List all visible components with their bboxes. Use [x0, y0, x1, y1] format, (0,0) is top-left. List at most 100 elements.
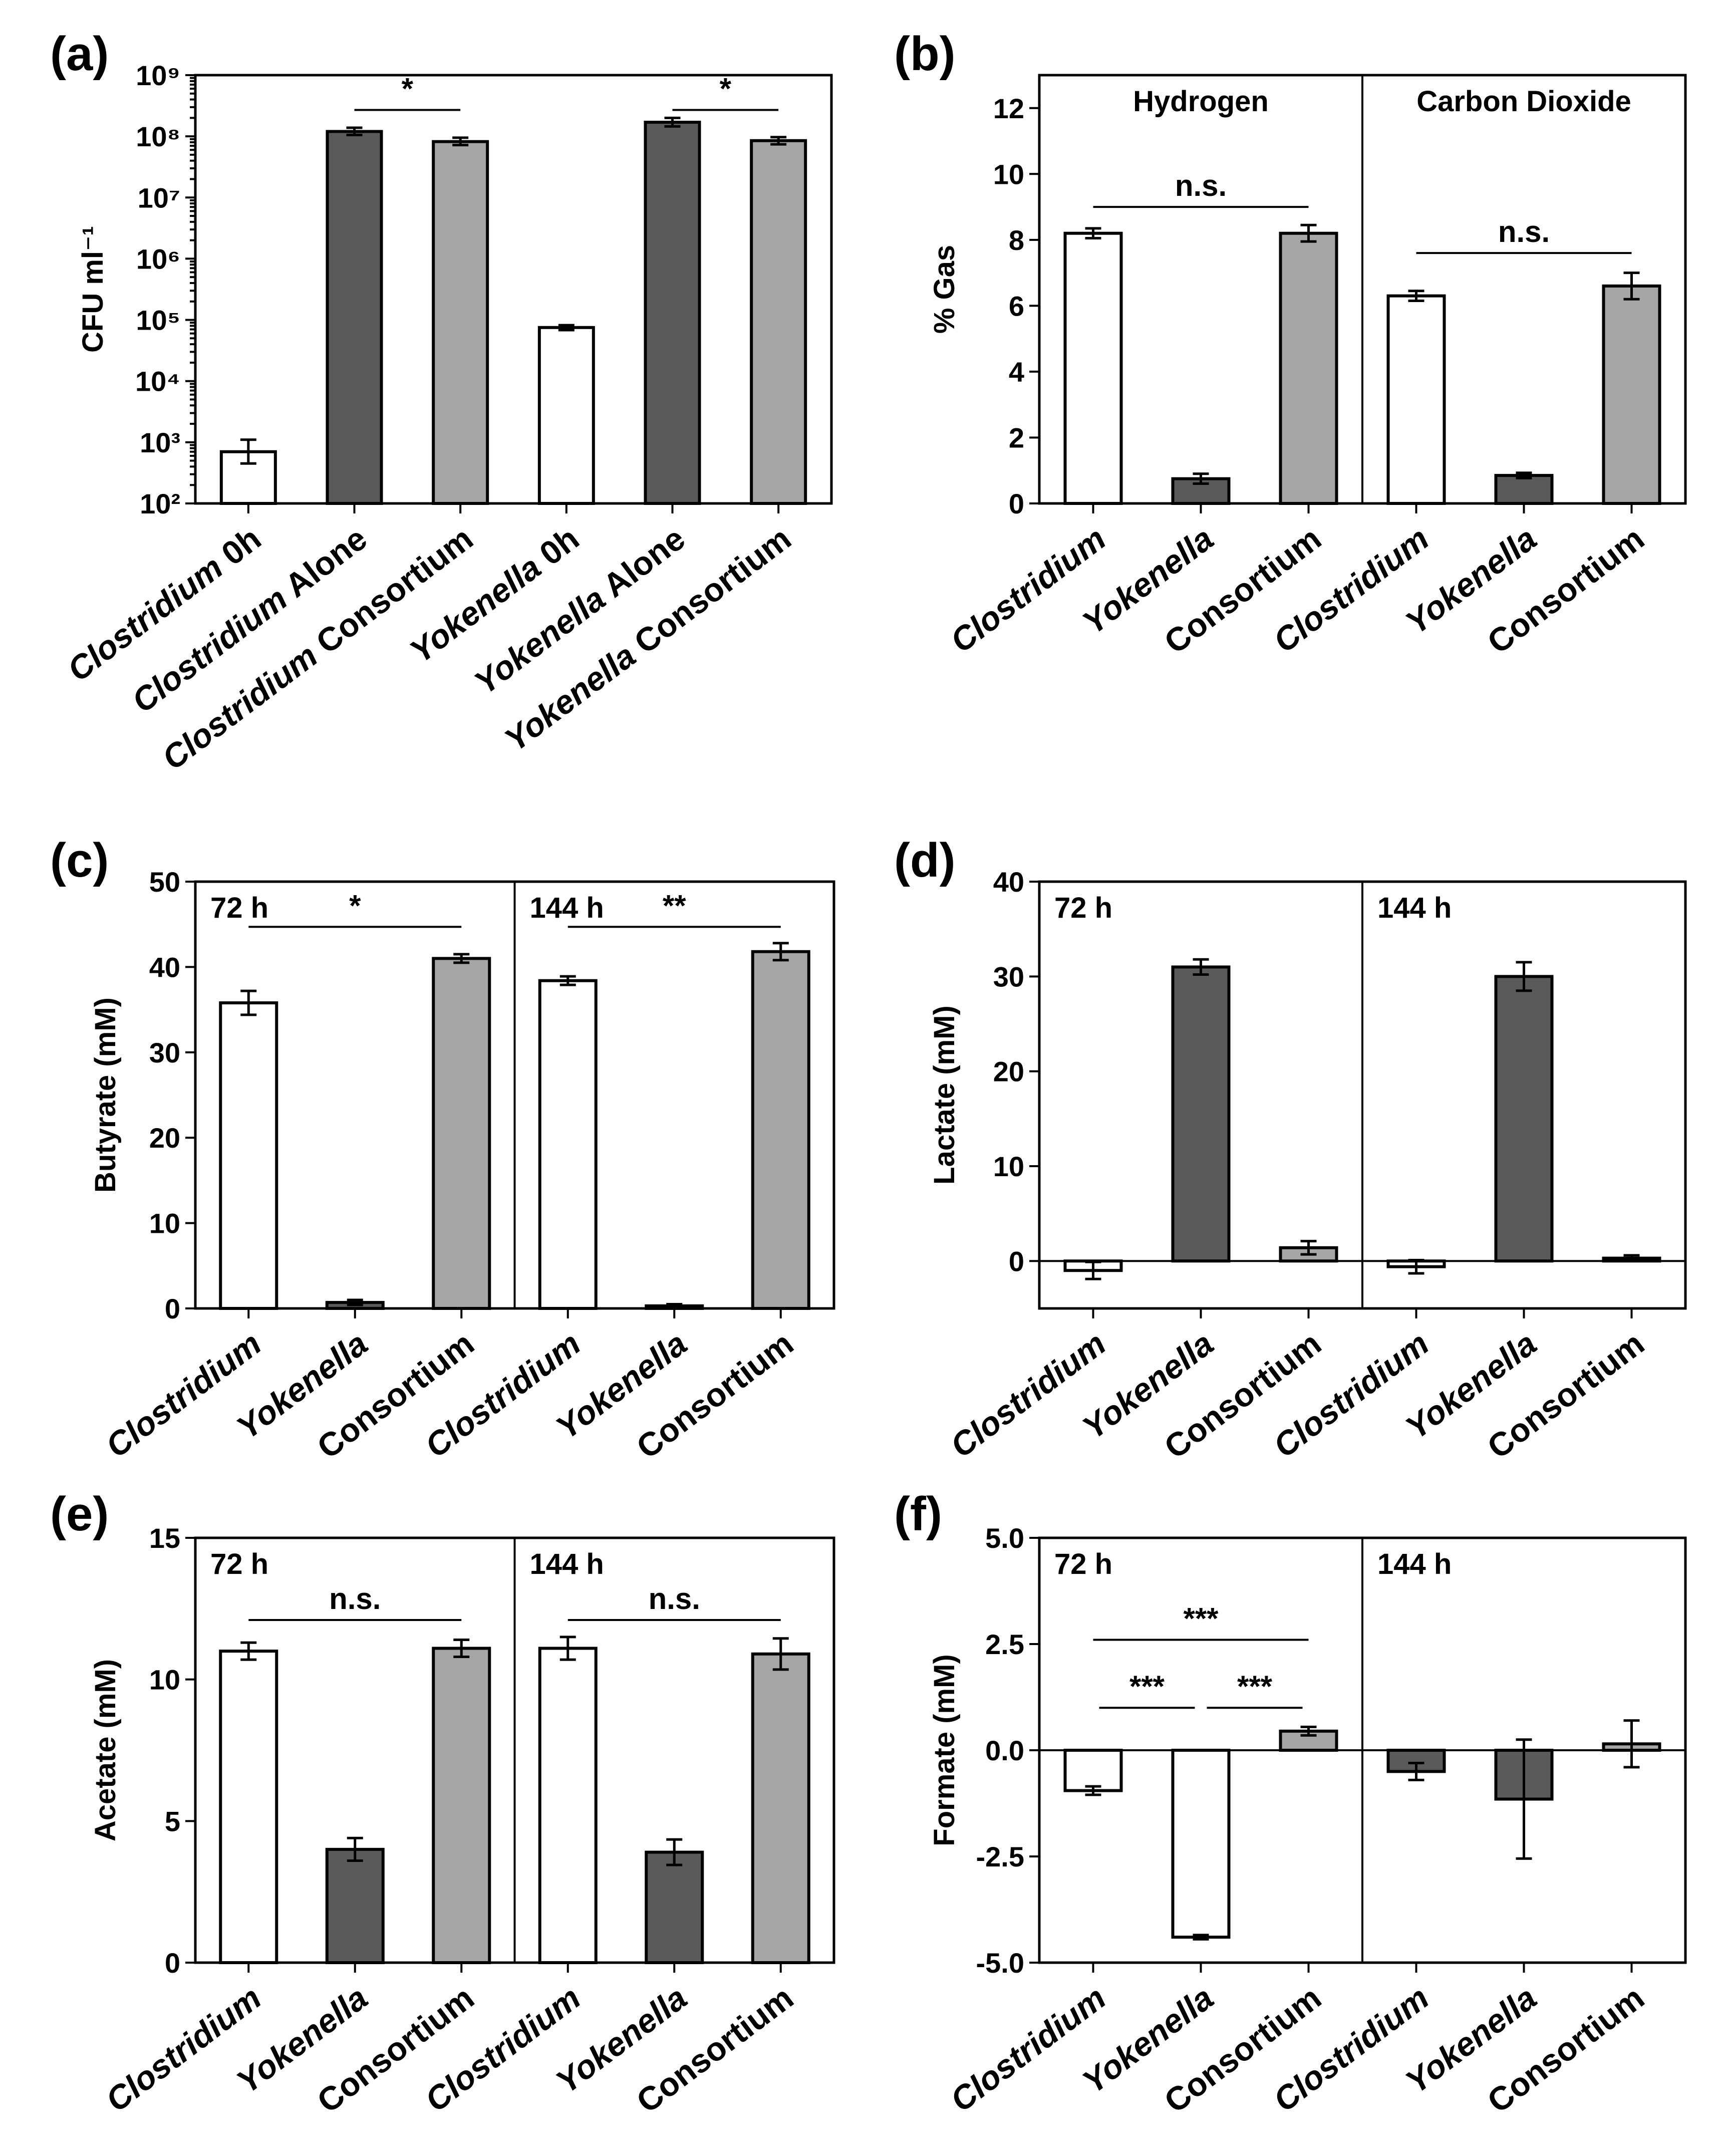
- error-bar: [558, 324, 575, 332]
- plot-frame: [194, 74, 833, 505]
- bar-consortium: [432, 957, 491, 1310]
- panel-label: (d): [894, 834, 956, 887]
- error-bar: [1408, 1761, 1424, 1781]
- y-axis-label: % Gas: [928, 245, 961, 334]
- error-bar: [1085, 1260, 1101, 1280]
- error-bar: [347, 1298, 363, 1306]
- bar-yokenella-alone: [644, 120, 701, 505]
- bar-clostridium: [1386, 294, 1446, 505]
- bar-consortium: [751, 1652, 810, 1964]
- error-bar: [452, 136, 469, 147]
- y-tick-label: 0.0: [985, 1735, 1024, 1766]
- y-tick-label: 10⁴: [135, 366, 180, 397]
- error-bar: [1623, 272, 1640, 301]
- y-tick-label: 10: [149, 1208, 180, 1239]
- y-tick-label: 0: [1009, 1245, 1024, 1277]
- y-tick-label: 0: [1009, 488, 1024, 519]
- panel-label: (b): [894, 27, 956, 81]
- error-bar: [453, 1639, 470, 1658]
- group-header: 144 h: [1377, 892, 1452, 924]
- bar-yokenella: [1494, 975, 1554, 1263]
- y-tick-label: 10⁶: [136, 243, 180, 275]
- error-bar: [1193, 472, 1209, 485]
- error-bar: [1516, 961, 1532, 992]
- significance-label: *: [720, 72, 732, 105]
- y-tick-label: 12: [993, 93, 1024, 124]
- significance-label: n.s.: [329, 1582, 381, 1615]
- panel-label: (f): [894, 1487, 942, 1541]
- error-bar: [664, 116, 681, 128]
- y-tick-label: 6: [1009, 290, 1024, 322]
- panel-label: (a): [50, 27, 109, 81]
- error-bar: [666, 1302, 683, 1309]
- x-tick-label: Clostridium: [944, 1324, 1112, 1465]
- error-bar: [1623, 1254, 1640, 1262]
- y-tick-label: 0: [165, 1293, 180, 1324]
- significance-label: n.s.: [649, 1582, 700, 1615]
- y-tick-label: 40: [993, 866, 1024, 898]
- y-axis-label: Lactate (mM): [928, 1005, 961, 1185]
- bar-clostridium: [538, 1647, 598, 1964]
- y-tick-label: 40: [149, 951, 180, 983]
- bar-yokenella: [645, 1850, 704, 1965]
- group-header: 72 h: [1054, 1548, 1112, 1580]
- error-bar: [1408, 290, 1424, 303]
- error-bar: [1516, 1738, 1532, 1860]
- bar-clostridium-consortium: [432, 140, 489, 505]
- error-bar: [240, 1641, 257, 1661]
- error-bar: [772, 1637, 789, 1671]
- error-bar: [666, 1838, 683, 1866]
- significance-label: *: [402, 72, 414, 105]
- error-bar: [1300, 1240, 1317, 1256]
- y-tick-label: 0: [165, 1947, 180, 1979]
- bar-yokenella: [1171, 1749, 1231, 1939]
- y-tick-label: 10: [149, 1664, 180, 1696]
- panel-label: (e): [50, 1487, 109, 1541]
- x-tick-label: Clostridium: [944, 1979, 1112, 2119]
- y-tick-label: 15: [149, 1522, 180, 1554]
- error-bar: [559, 975, 576, 986]
- bar-clostridium: [538, 979, 598, 1310]
- significance-label: ***: [1129, 1670, 1165, 1703]
- bar-clostridium: [1063, 231, 1123, 505]
- bar-yokenella: [1494, 474, 1554, 505]
- bar-yokenella: [325, 1847, 385, 1965]
- y-axis-label: CFU ml⁻¹: [77, 226, 109, 353]
- y-tick-label: 10: [993, 158, 1024, 190]
- bar-clostridium-alone: [326, 130, 383, 505]
- error-bar: [1300, 1725, 1317, 1737]
- y-tick-label: 10⁷: [138, 182, 180, 213]
- error-bar: [453, 953, 470, 964]
- group-header: Carbon Dioxide: [1416, 85, 1631, 118]
- significance-label: *: [349, 889, 361, 922]
- y-tick-label: 10: [993, 1151, 1024, 1182]
- error-bar: [559, 1636, 576, 1661]
- y-tick-label: -2.5: [976, 1841, 1025, 1872]
- y-tick-label: 10³: [140, 427, 180, 458]
- error-bar: [1408, 1258, 1424, 1275]
- error-bar: [347, 1836, 363, 1862]
- error-bar: [1193, 1934, 1209, 1941]
- group-header: 72 h: [1054, 892, 1112, 924]
- error-bar: [1516, 471, 1532, 479]
- error-bar: [772, 942, 789, 962]
- group-header: Hydrogen: [1133, 85, 1269, 118]
- significance-label: ***: [1183, 1602, 1219, 1636]
- error-bar: [240, 989, 257, 1016]
- y-tick-label: 2: [1009, 422, 1024, 453]
- significance-label: n.s.: [1175, 169, 1227, 202]
- panel-label: (c): [50, 834, 109, 887]
- y-tick-label: 20: [993, 1056, 1024, 1088]
- significance-label: ***: [1237, 1670, 1273, 1703]
- error-bar: [1193, 958, 1209, 976]
- group-header: 144 h: [530, 892, 604, 924]
- y-tick-label: -5.0: [976, 1947, 1025, 1979]
- y-tick-label: 8: [1009, 224, 1024, 256]
- bar-yokenella: [1171, 965, 1231, 1263]
- y-axis-label: Formate (mM): [928, 1654, 961, 1846]
